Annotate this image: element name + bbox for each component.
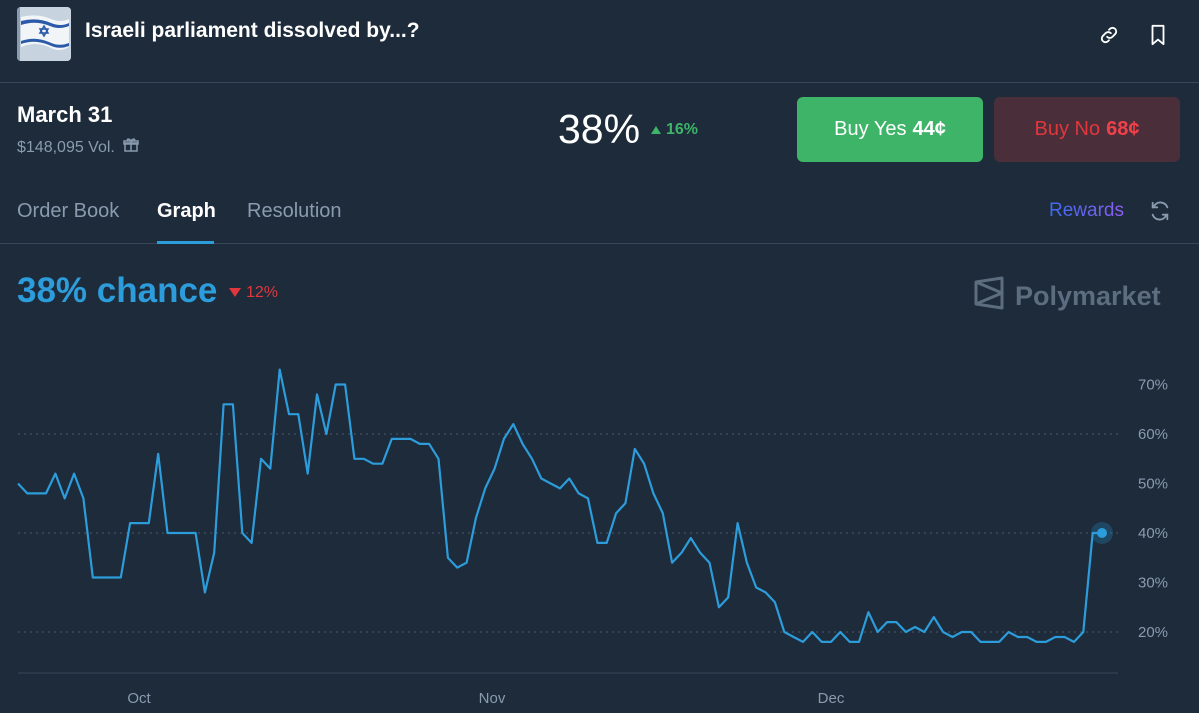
polymarket-logo: Polymarket (973, 276, 1161, 317)
y-tick-label: 20% (1138, 624, 1168, 641)
probability: 38% (558, 106, 641, 152)
brand-name: Polymarket (1015, 281, 1161, 311)
buy-no-price: 68¢ (1106, 118, 1140, 140)
gift-icon[interactable] (123, 137, 139, 158)
tab-order-book[interactable]: Order Book (17, 200, 120, 222)
market-title: Israeli parliament dissolved by...? (85, 19, 420, 42)
outcome-name: March 31 (17, 102, 113, 127)
series-line (17, 368, 1102, 643)
buy-no-button[interactable]: Buy No 68¢ (994, 97, 1180, 162)
chance-label: 38% chance (17, 271, 218, 310)
tab-bar: Order Book Graph Resolution (0, 184, 1199, 244)
market-header: Israeli parliament dissolved by...? (0, 0, 1199, 83)
tab-graph[interactable]: Graph (157, 200, 216, 222)
price-chart[interactable]: 20% 30% 40% 50% 60% 70% Oct Nov Dec (0, 340, 1199, 713)
y-tick-label: 30% (1138, 575, 1168, 592)
y-tick-label: 70% (1138, 377, 1168, 394)
polymarket-icon (973, 276, 1005, 317)
y-tick-label: 40% (1138, 525, 1168, 542)
link-icon[interactable] (1096, 22, 1122, 48)
rewards-link[interactable]: Rewards (1049, 200, 1124, 221)
change-value: 16% (666, 121, 699, 138)
tab-resolution[interactable]: Resolution (247, 200, 342, 222)
buy-yes-button[interactable]: Buy Yes 44¢ (797, 97, 983, 162)
active-tab-indicator (157, 241, 214, 244)
refresh-icon[interactable] (1149, 200, 1173, 224)
y-tick-label: 60% (1138, 426, 1168, 443)
last-point-marker[interactable] (1097, 528, 1107, 538)
x-tick-label: Dec (818, 690, 845, 707)
y-tick-label: 50% (1138, 476, 1168, 493)
volume-label: $148,095 Vol. (17, 137, 139, 158)
x-tick-label: Oct (127, 690, 151, 707)
bookmark-icon[interactable] (1145, 22, 1171, 48)
x-tick-label: Nov (479, 690, 506, 707)
buy-no-label: Buy No (1034, 118, 1101, 140)
triangle-up-icon (651, 121, 661, 139)
change-badge: 16% (651, 121, 698, 139)
triangle-down-icon (229, 284, 241, 302)
graph-change-value: 12% (246, 284, 279, 301)
graph-change-badge: 12% (229, 284, 278, 302)
buy-yes-label: Buy Yes (834, 118, 907, 140)
volume-value: $148,095 Vol. (17, 138, 115, 156)
israel-flag-icon (17, 7, 71, 61)
buy-yes-price: 44¢ (912, 118, 946, 140)
